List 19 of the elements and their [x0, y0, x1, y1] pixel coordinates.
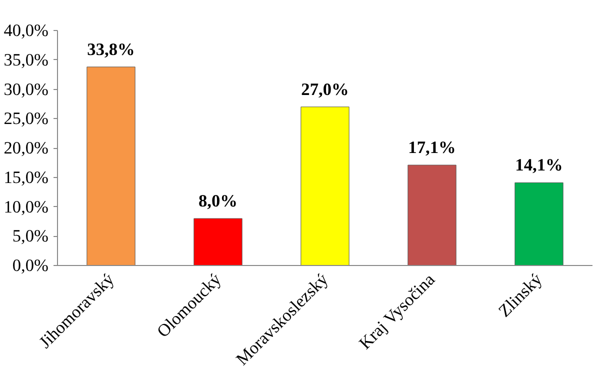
- y-tick-label: 20,0%: [4, 138, 49, 158]
- data-label: 14,1%: [515, 156, 563, 175]
- data-label: 33,8%: [87, 40, 135, 59]
- data-label: 8,0%: [198, 192, 238, 210]
- data-label: 27,0%: [301, 80, 349, 99]
- y-tick-label: 10,0%: [4, 197, 49, 216]
- bar: [86, 66, 136, 266]
- bar: [194, 218, 242, 266]
- bar: [408, 164, 456, 266]
- bar: [300, 106, 350, 266]
- y-tick-label: 25,0%: [4, 109, 49, 128]
- y-tick-label: 40,0%: [4, 21, 49, 40]
- y-tick-label: 15,0%: [4, 168, 49, 187]
- data-label: 17,1%: [408, 138, 456, 158]
- y-tick-label: 35,0%: [4, 50, 49, 70]
- y-tick-label: 30,0%: [4, 80, 49, 99]
- y-tick-label: 5,0%: [12, 226, 49, 246]
- bar: [514, 182, 564, 266]
- y-tick-label: 0,0%: [12, 256, 49, 275]
